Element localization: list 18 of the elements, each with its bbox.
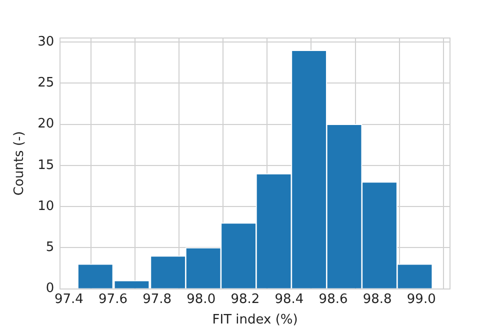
x-tick-label: 98.8 bbox=[362, 292, 392, 307]
y-tick-label: 30 bbox=[38, 34, 54, 50]
y-tick-label: 5 bbox=[46, 240, 54, 256]
y-axis-title: Counts (-) bbox=[12, 131, 28, 196]
y-tick-label: 20 bbox=[38, 116, 54, 132]
y-tick-label: 25 bbox=[38, 76, 54, 91]
y-tick-label: 15 bbox=[38, 158, 54, 173]
x-tick-label: 98.4 bbox=[274, 292, 304, 307]
x-tick-label: 98.2 bbox=[230, 292, 260, 307]
y-tick-label: 0 bbox=[46, 281, 54, 296]
x-tick-label: 97.6 bbox=[98, 292, 128, 307]
x-tick-label: 98.6 bbox=[318, 292, 348, 307]
x-tick-label: 97.4 bbox=[54, 292, 84, 307]
x-tick-label: 97.8 bbox=[142, 292, 172, 307]
x-tick-label: 98.0 bbox=[186, 292, 216, 307]
x-tick-label: 99.0 bbox=[406, 292, 436, 307]
y-tick-label: 10 bbox=[38, 198, 54, 214]
x-axis-title: FIT index (%) bbox=[212, 312, 298, 328]
